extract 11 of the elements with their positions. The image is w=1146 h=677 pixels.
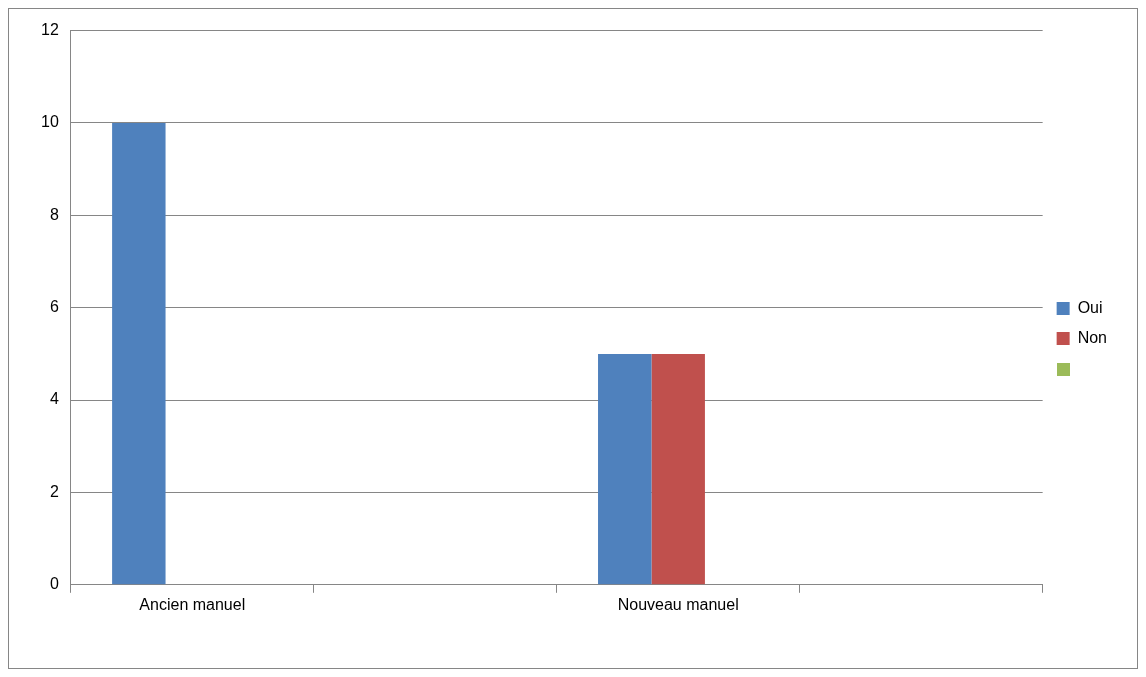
legend-label: Oui: [1077, 298, 1103, 316]
y-tick-label: 2: [49, 482, 59, 500]
y-tick-label: 4: [49, 390, 59, 408]
y-tick-label: 12: [41, 21, 59, 39]
y-tick-label: 6: [49, 298, 59, 316]
x-tick-label: Ancien manuel: [139, 595, 246, 613]
y-tick-label: 8: [49, 205, 59, 223]
y-tick-label: 10: [41, 113, 59, 131]
y-tick-label: 0: [49, 575, 59, 593]
x-tick-label: Nouveau manuel: [617, 595, 739, 613]
legend-label: Non: [1077, 328, 1108, 346]
